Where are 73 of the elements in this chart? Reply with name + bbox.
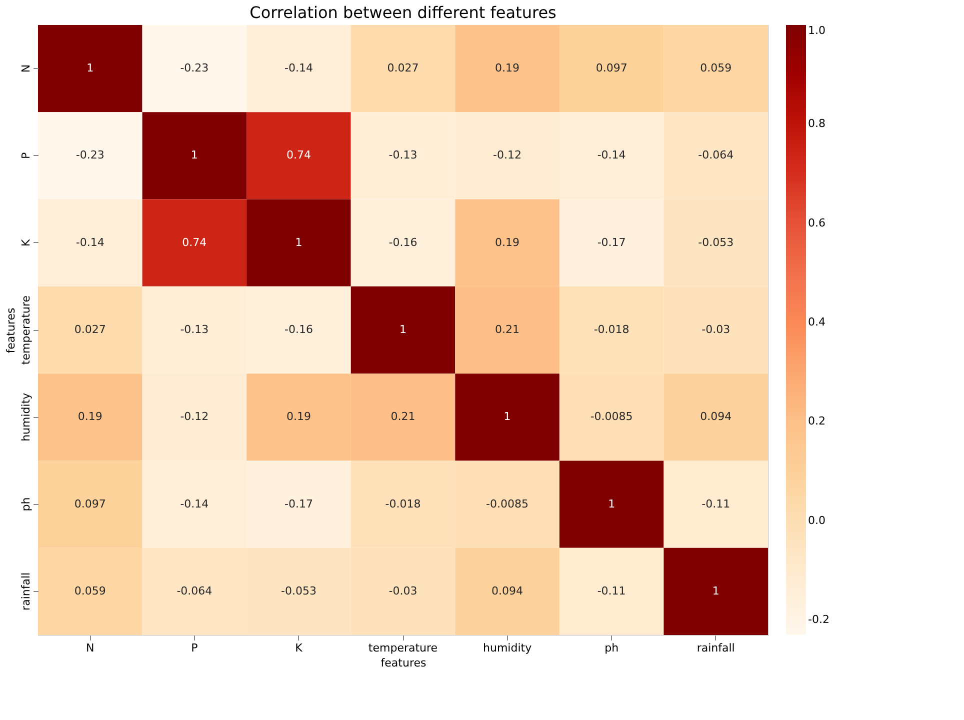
data-label: -0.064 <box>176 584 212 598</box>
y-tick-label: P <box>20 152 32 160</box>
data-label: 0.19 <box>495 236 520 249</box>
x-tick-label: N <box>86 642 94 654</box>
data-label: 1 <box>504 410 511 424</box>
y-tick-label: K <box>20 238 32 246</box>
data-label: -0.053 <box>698 236 734 249</box>
data-label: 0.027 <box>74 323 106 336</box>
color-bar-label: 1.0 <box>808 24 826 37</box>
data-label: 0.094 <box>700 410 732 424</box>
data-label: -0.018 <box>385 497 421 510</box>
data-label: -0.03 <box>702 323 730 336</box>
data-label: 1 <box>608 497 616 510</box>
data-label: 1 <box>400 323 406 336</box>
data-label: -0.14 <box>76 236 104 249</box>
color-bar-label: -0.2 <box>808 613 830 626</box>
y-tick-label: N <box>20 64 32 73</box>
data-label: -0.064 <box>698 148 734 162</box>
data-label: -0.053 <box>280 584 316 598</box>
color-bar-label: 0.0 <box>808 514 826 527</box>
color-bar-label: 0.6 <box>808 216 826 230</box>
y-tick-label: temperature <box>20 295 32 365</box>
x-tick-label: humidity <box>482 642 532 654</box>
data-label: 1 <box>190 148 198 162</box>
color-bar-label: 0.8 <box>808 117 826 130</box>
data-label: 0.19 <box>78 410 102 424</box>
data-label: -0.13 <box>180 323 209 336</box>
data-label: 0.74 <box>286 148 311 162</box>
data-label: -0.0085 <box>590 410 633 424</box>
data-label: -0.11 <box>597 584 626 598</box>
data-label: 0.21 <box>495 323 520 336</box>
data-label: 0.094 <box>492 584 524 598</box>
y-tick-label: humidity <box>20 392 32 442</box>
data-label: 0.74 <box>182 236 207 249</box>
x-tick-label: P <box>191 642 198 654</box>
data-label: -0.13 <box>388 148 418 162</box>
data-label: 1 <box>295 236 302 249</box>
data-label: -0.12 <box>493 148 522 162</box>
data-label: 1 <box>712 584 720 598</box>
data-label: -0.12 <box>180 410 209 424</box>
data-label: 0.097 <box>74 497 106 510</box>
y-tick-label: rainfall <box>20 572 32 610</box>
data-label: -0.23 <box>180 62 209 75</box>
data-label: -0.018 <box>594 323 630 336</box>
color-bar-label: 0.2 <box>808 414 826 428</box>
data-label: -0.16 <box>388 236 418 249</box>
data-label: -0.14 <box>597 148 626 162</box>
y-axis-title: features <box>4 308 18 354</box>
data-label: -0.0085 <box>486 497 529 510</box>
data-label: -0.03 <box>388 584 418 598</box>
data-label: 0.19 <box>495 62 520 75</box>
data-label: -0.16 <box>284 323 313 336</box>
data-label: 0.21 <box>390 410 416 424</box>
data-label: -0.14 <box>284 62 313 75</box>
data-label: -0.11 <box>702 497 730 510</box>
y-tick-label: ph <box>20 497 32 512</box>
x-axis-title: features <box>380 656 426 670</box>
data-label: 0.097 <box>596 62 628 75</box>
x-tick-label: ph <box>604 642 619 654</box>
data-label: 1 <box>86 62 94 75</box>
chart-title: Correlation between different features <box>250 3 556 22</box>
x-tick-label: rainfall <box>696 642 735 654</box>
data-label: -0.14 <box>180 497 209 510</box>
data-label: 0.059 <box>74 584 106 598</box>
x-tick-label: temperature <box>368 642 438 654</box>
data-label: -0.17 <box>597 236 626 249</box>
data-label: 0.19 <box>286 410 311 424</box>
data-label: -0.23 <box>76 148 104 162</box>
data-label: 0.059 <box>700 62 732 75</box>
data-label: -0.17 <box>284 497 313 510</box>
data-label: 0.027 <box>387 62 419 75</box>
color-bar-label: 0.4 <box>808 316 826 329</box>
x-tick-label: K <box>295 642 304 654</box>
